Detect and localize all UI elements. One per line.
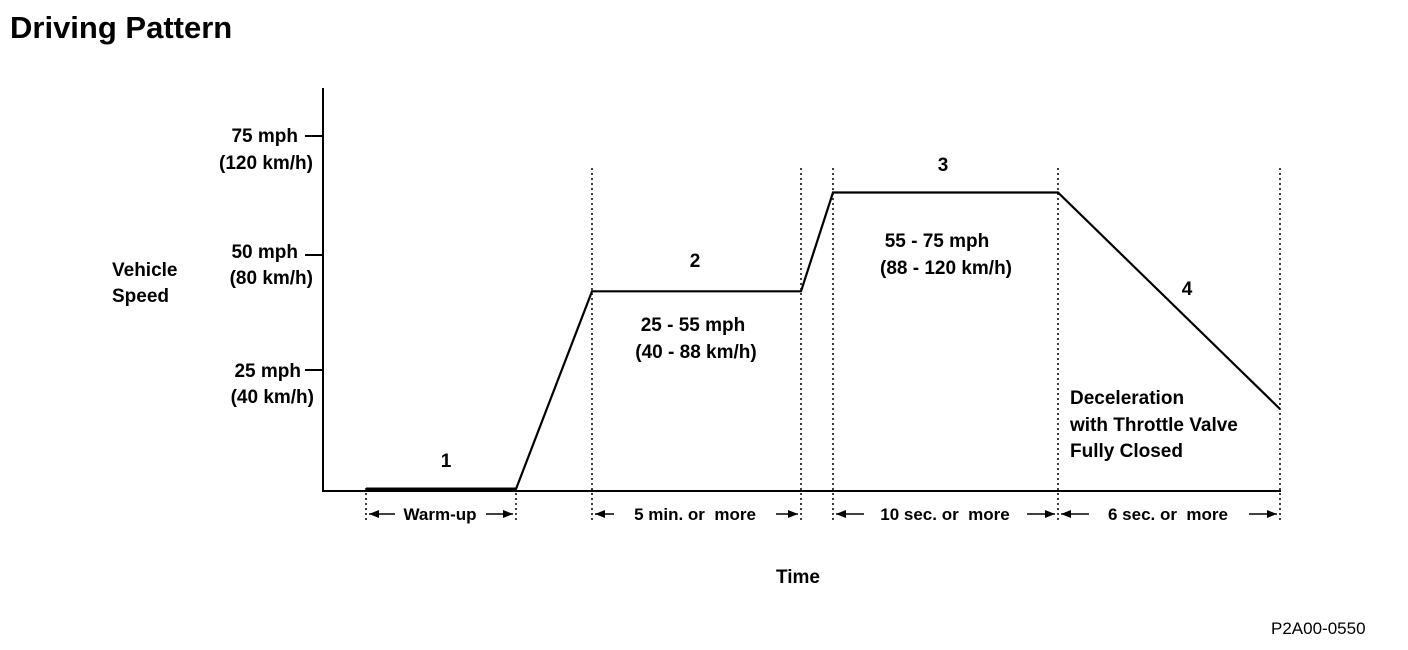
- duration-phase-3-label: 10 sec. or more: [880, 505, 1009, 524]
- phase-3-number: 3: [938, 155, 949, 176]
- phase-3-speed-mph: 55 - 75 mph: [885, 231, 990, 252]
- y-axis-label-line-2: Speed: [112, 286, 169, 307]
- page-title: Driving Pattern: [10, 10, 233, 45]
- duration-warmup: Warm-up: [369, 505, 513, 524]
- duration-phase-4: 6 sec. or more: [1061, 505, 1277, 524]
- y-tick-25: 25 mph (40 km/h): [231, 361, 323, 408]
- phase-4-number: 4: [1182, 279, 1193, 300]
- duration-warmup-label: Warm-up: [403, 505, 476, 524]
- phase-2-number: 2: [690, 251, 701, 272]
- phase-1-number: 1: [441, 451, 452, 472]
- phase-2-speed-mph: 25 - 55 mph: [641, 315, 746, 336]
- figure-code: P2A00-0550: [1271, 619, 1366, 638]
- duration-phase-2: 5 min. or more: [595, 505, 798, 524]
- y-tick-25-kmh: (40 km/h): [231, 387, 314, 408]
- y-tick-75: 75 mph (120 km/h): [219, 126, 323, 174]
- phase-4-note-line-2: with Throttle Valve: [1069, 415, 1238, 436]
- phase-2-speed-kmh: (40 - 88 km/h): [635, 342, 756, 363]
- phase-dividers: [365, 168, 1281, 522]
- phase-4-note-line-1: Deceleration: [1070, 388, 1184, 409]
- duration-phase-3: 10 sec. or more: [836, 505, 1055, 524]
- y-tick-50: 50 mph (80 km/h): [230, 242, 323, 289]
- duration-phase-2-label: 5 min. or more: [634, 505, 756, 524]
- y-tick-50-kmh: (80 km/h): [230, 268, 313, 289]
- duration-phase-4-label: 6 sec. or more: [1108, 505, 1228, 524]
- y-axis-label-line-1: Vehicle: [112, 260, 178, 281]
- y-tick-75-kmh: (120 km/h): [219, 153, 313, 174]
- x-axis-label: Time: [776, 567, 820, 588]
- y-tick-25-mph: 25 mph: [234, 361, 301, 382]
- phase-3-speed-kmh: (88 - 120 km/h): [880, 258, 1012, 279]
- phase-4-note-line-3: Fully Closed: [1070, 441, 1183, 462]
- y-tick-75-mph: 75 mph: [231, 126, 298, 147]
- y-tick-50-mph: 50 mph: [231, 242, 298, 263]
